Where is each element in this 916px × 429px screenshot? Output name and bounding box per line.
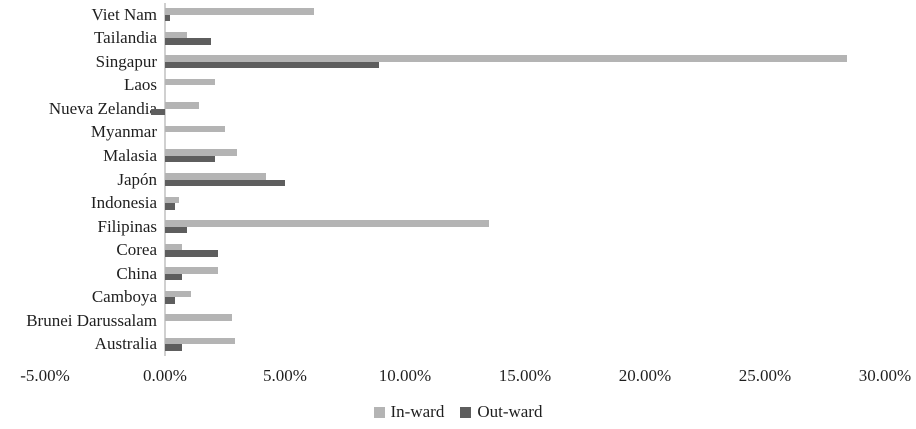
bar-out-ward (165, 297, 175, 304)
legend-label: Out-ward (477, 402, 543, 421)
category-label: Myanmar (90, 122, 157, 142)
bar-in-ward (165, 102, 199, 109)
x-axis-tick-label: 15.00% (498, 366, 552, 385)
bar-in-ward (165, 31, 187, 39)
category-label: Corea (116, 240, 157, 260)
x-axis-tick-label: 10.00% (378, 366, 432, 385)
bar-out-ward (165, 38, 211, 45)
category-label: Filipinas (97, 216, 157, 236)
category-label: Laos (123, 75, 157, 95)
category-label: Brunei Darussalam (26, 310, 157, 330)
category-label: Nueva Zelandia (48, 98, 157, 118)
bar-out-ward (165, 226, 187, 234)
x-axis-tick-label: 25.00% (738, 366, 792, 385)
bar-out-ward (165, 203, 175, 210)
x-axis-tick-label: 0.00% (143, 366, 187, 385)
category-label: Indonesia (90, 193, 157, 213)
bar-out-ward (165, 273, 182, 281)
legend-item-in-ward: In-ward (373, 402, 445, 422)
category-label: China (116, 263, 157, 283)
bar-in-ward (165, 78, 216, 86)
x-axis-tick-label: 30.00% (858, 366, 912, 385)
bar-out-ward (165, 344, 182, 351)
x-axis-tick-label: 5.00% (263, 366, 307, 385)
bar-in-ward (165, 196, 180, 204)
category-label: Camboya (91, 287, 157, 307)
bar-in-ward (165, 149, 237, 156)
bar-in-ward (165, 55, 847, 62)
bar-in-ward (165, 314, 233, 321)
bar-out-ward (165, 14, 170, 22)
bar-in-ward (165, 243, 182, 251)
bar-in-ward (165, 8, 314, 15)
category-label: Singapur (95, 51, 157, 71)
bar-in-ward (165, 125, 225, 133)
legend-item-out-ward: Out-ward (460, 402, 542, 422)
bar-out-ward (165, 155, 216, 163)
x-axis-tick-label: 20.00% (618, 366, 672, 385)
bar-out-ward (165, 179, 285, 186)
bar-in-ward (165, 290, 192, 298)
x-axis-tick-label: -5.00% (20, 366, 70, 385)
legend-label: In-ward (390, 402, 445, 421)
bar-out-ward (165, 250, 218, 257)
bar-in-ward (165, 267, 218, 274)
legend-swatch-icon (373, 406, 385, 418)
bar-out-ward (150, 108, 165, 116)
bar-out-ward (165, 61, 379, 69)
category-label: Tailandia (93, 28, 157, 48)
legend-swatch-icon (460, 406, 472, 418)
category-label: Viet Nam (91, 4, 157, 24)
category-label: Australia (94, 334, 157, 354)
bar-in-ward (165, 220, 489, 227)
category-label: Malasia (103, 145, 157, 165)
bar-in-ward (165, 337, 235, 345)
legend: In-ward Out-ward (0, 402, 916, 422)
bar-in-ward (165, 173, 266, 180)
category-label: Japón (117, 169, 157, 189)
